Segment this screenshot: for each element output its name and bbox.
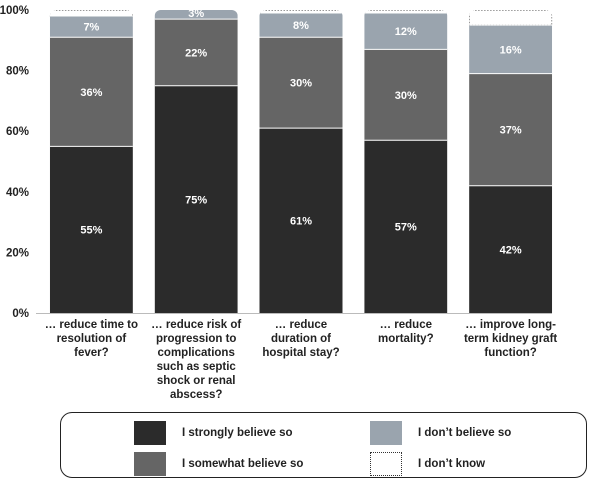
legend-item-strongly: I strongly believe so [134, 421, 293, 445]
stacked-bar [260, 10, 343, 313]
legend-swatch-strongly [134, 421, 166, 445]
legend-swatch-somewhat [134, 452, 166, 476]
category-label: … reduce time to resolution of fever? [45, 319, 138, 359]
data-label: 30% [290, 78, 312, 90]
data-label: 37% [500, 125, 522, 137]
stacked-bar [50, 10, 133, 313]
y-tick-label: 100% [0, 5, 29, 17]
data-label: 61% [290, 216, 312, 228]
data-label: 36% [80, 87, 102, 99]
data-label: 16% [500, 44, 522, 56]
data-label: 22% [185, 47, 207, 59]
legend: I strongly believe so I somewhat believe… [60, 412, 587, 478]
legend-item-somewhat: I somewhat believe so [134, 452, 303, 476]
legend-swatch-dont-believe [370, 421, 402, 445]
stacked-bar-chart: 0% 20% 40% 60% 80% 100% 55% 36% 7% … reduce time … [0, 0, 600, 410]
data-label: 42% [500, 244, 522, 256]
legend-label-strongly: I strongly believe so [182, 427, 293, 439]
legend-label-somewhat: I somewhat believe so [182, 458, 303, 470]
bar-segment [50, 10, 133, 16]
y-tick-label: 60% [6, 126, 29, 138]
data-label: 57% [395, 222, 417, 234]
legend-label-dont-believe: I don’t believe so [418, 427, 511, 439]
bar-segment [469, 10, 552, 25]
legend-swatch-dont-know [370, 452, 402, 476]
stacked-bar [364, 10, 447, 313]
category-label: … reduce mortality? [378, 319, 434, 345]
category-label: … reduce duration of hospital stay? [262, 319, 339, 359]
category-label: … improve long-term kidney graft function… [464, 319, 557, 359]
legend-item-dont-believe: I don’t believe so [370, 421, 511, 445]
y-tick-label: 40% [6, 187, 29, 199]
legend-item-dont-know: I don’t know [370, 452, 485, 476]
data-label: 75% [185, 194, 207, 206]
y-tick-label: 20% [6, 247, 29, 259]
y-tick-label: 80% [6, 66, 29, 78]
data-label: 3% [188, 8, 204, 20]
y-tick-label: 0% [12, 308, 29, 320]
category-label: … reduce risk of progression to complicati… [151, 319, 241, 401]
data-label: 55% [80, 225, 102, 237]
data-label: 7% [83, 22, 99, 34]
data-label: 8% [293, 20, 309, 32]
data-label: 30% [395, 90, 417, 102]
legend-label-dont-know: I don’t know [418, 458, 485, 470]
data-label: 12% [395, 26, 417, 38]
